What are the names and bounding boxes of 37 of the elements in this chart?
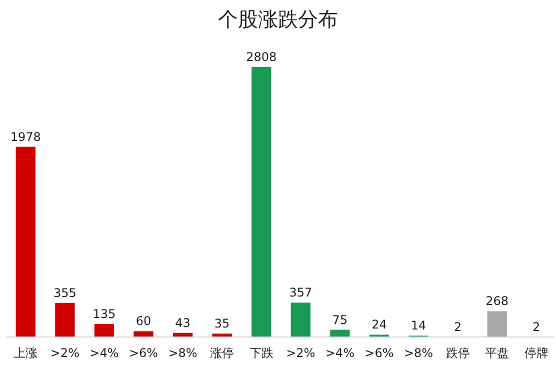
chart-title: 个股涨跌分布: [218, 7, 338, 31]
x-tick-label: >4%: [325, 346, 354, 360]
x-tick-label: 跌停: [446, 346, 470, 360]
bar: [252, 67, 272, 337]
bar: [330, 330, 350, 337]
x-tick-label: 涨停: [210, 346, 234, 360]
data-label: 75: [332, 312, 348, 327]
x-tick-label: >4%: [90, 346, 119, 360]
data-label: 60: [136, 314, 152, 328]
data-label: 24: [372, 318, 387, 332]
data-label: 268: [486, 294, 509, 308]
data-label: 355: [53, 286, 76, 300]
data-label: 357: [289, 286, 312, 300]
bar: [55, 302, 75, 337]
x-tick-label: 下跌: [249, 346, 274, 360]
x-tick-label: >8%: [404, 346, 434, 360]
bar: [94, 324, 114, 337]
x-tick-label: >6%: [364, 346, 394, 360]
bar: [487, 311, 507, 337]
x-tick-label: 上涨: [14, 346, 38, 360]
bar: [16, 146, 36, 337]
x-tick-label: >8%: [168, 346, 198, 360]
x-tick-label: >2%: [50, 346, 80, 360]
data-label: 1978: [10, 130, 41, 144]
data-label: 35: [214, 316, 230, 331]
x-tick-label: 平盘: [485, 346, 510, 360]
data-label: 135: [92, 307, 116, 322]
data-label: 14: [410, 318, 426, 333]
x-tick-label: 停牌: [524, 346, 548, 360]
bar: [290, 302, 310, 337]
bar: [134, 331, 154, 337]
x-tick-label: >2%: [286, 346, 316, 360]
data-label: 2: [454, 320, 462, 334]
x-tick-label: >6%: [128, 346, 158, 360]
data-label: 43: [175, 316, 190, 330]
data-label: 2808: [246, 50, 277, 64]
data-label: 2: [532, 320, 540, 334]
